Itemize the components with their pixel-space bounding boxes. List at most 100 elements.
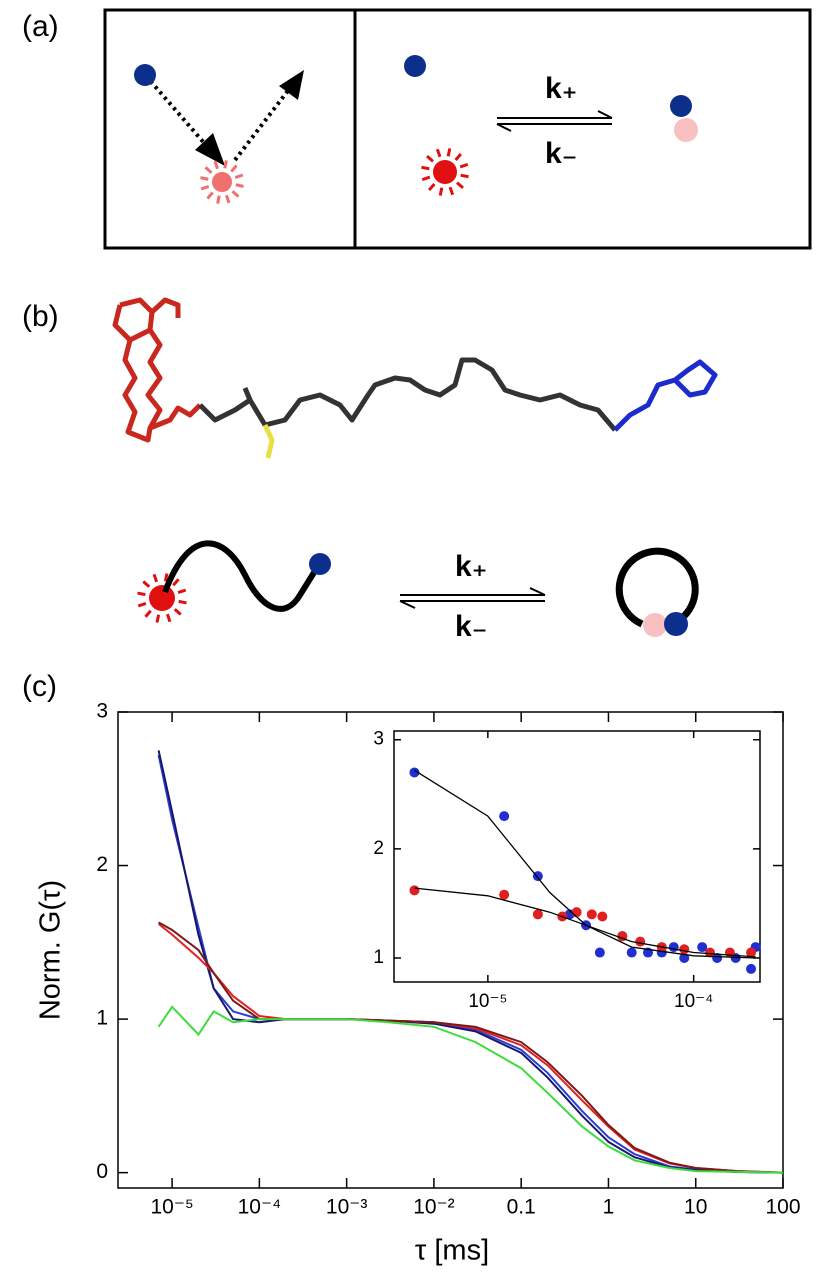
x-tick-label: 10⁻⁴ xyxy=(674,991,713,1012)
y-tick-label: 1 xyxy=(96,1007,108,1030)
plot-frame xyxy=(393,730,761,983)
dye xyxy=(200,160,244,204)
ray xyxy=(435,148,442,158)
quenched-dye xyxy=(643,613,667,637)
data-point xyxy=(724,947,735,958)
equilibrium-arrow xyxy=(399,600,416,609)
dotted-arrow xyxy=(144,74,214,154)
data-point xyxy=(697,942,708,953)
quencher xyxy=(404,55,426,77)
rate-backward: k₋ xyxy=(455,610,488,643)
ray xyxy=(152,573,159,583)
quencher xyxy=(134,64,156,86)
data-point xyxy=(586,909,597,920)
molecule xyxy=(112,297,718,459)
y-axis-label: Norm. G(τ) xyxy=(35,880,67,1020)
equilibrium-arrow xyxy=(496,123,512,132)
ray xyxy=(172,578,180,587)
dye xyxy=(137,573,187,623)
y-tick-label: 1 xyxy=(373,947,384,968)
data-point xyxy=(499,811,510,822)
data-point xyxy=(594,947,605,958)
panel-frame xyxy=(103,8,812,250)
y-tick-label: 3 xyxy=(373,729,384,750)
ray xyxy=(142,580,151,588)
data-point xyxy=(532,909,543,920)
x-tick-label: 10⁻⁵ xyxy=(468,991,507,1012)
ray xyxy=(165,613,172,623)
ray xyxy=(231,190,240,198)
y-tick-label: 2 xyxy=(373,838,384,859)
ray xyxy=(225,194,231,204)
chain xyxy=(162,540,321,612)
ray xyxy=(137,591,146,597)
x-tick-label: 10⁻² xyxy=(413,1196,454,1219)
ray xyxy=(206,191,214,200)
rate-forward: k₊ xyxy=(545,72,578,105)
dye-core xyxy=(149,585,175,611)
x-tick-label: 10⁻³ xyxy=(326,1196,367,1219)
ray xyxy=(216,195,221,204)
y-tick-label: 2 xyxy=(96,853,108,876)
ray xyxy=(460,173,469,179)
dye-core xyxy=(433,160,457,184)
panel-label: (c) xyxy=(22,670,57,703)
ray xyxy=(173,608,182,616)
ray xyxy=(448,186,455,196)
ray xyxy=(213,160,219,170)
ray xyxy=(234,173,244,179)
x-tick-label: 0.1 xyxy=(507,1196,536,1219)
data-point xyxy=(409,767,420,778)
x-axis-label: τ [ms] xyxy=(415,1235,489,1267)
quencher xyxy=(664,612,688,636)
dye xyxy=(421,148,469,196)
panel-label: (a) xyxy=(22,10,59,43)
data-point xyxy=(668,942,679,953)
x-tick-label: 10⁻⁴ xyxy=(238,1196,281,1219)
ray xyxy=(200,185,210,191)
ray xyxy=(459,162,469,169)
dye-structure xyxy=(150,297,181,318)
ray xyxy=(446,148,452,157)
arrow-head xyxy=(195,133,225,166)
backbone xyxy=(242,387,253,401)
quencher-structure xyxy=(613,359,718,432)
data-point xyxy=(597,911,608,922)
rate-forward: k₊ xyxy=(455,550,488,583)
backbone xyxy=(198,357,617,432)
ray xyxy=(155,614,161,623)
equilibrium-arrow xyxy=(529,587,546,596)
ray xyxy=(421,175,431,182)
data-point xyxy=(704,947,715,958)
rate-backward: k₋ xyxy=(545,137,578,170)
ray xyxy=(144,609,152,618)
data-point xyxy=(571,907,582,918)
dotted-arrow xyxy=(233,86,292,162)
data-point xyxy=(746,963,757,974)
y-tick-label: 3 xyxy=(96,700,108,723)
x-tick-label: 100 xyxy=(765,1196,800,1219)
dye-structure xyxy=(119,297,202,431)
x-tick-label: 10 xyxy=(684,1196,707,1219)
x-tick-label: 10⁻⁵ xyxy=(151,1196,194,1219)
ray xyxy=(454,153,463,162)
data-line xyxy=(157,750,784,1174)
ray xyxy=(230,164,238,173)
y-tick-label: 0 xyxy=(96,1160,108,1183)
ray xyxy=(177,588,187,595)
ray xyxy=(200,176,209,181)
loop-chain xyxy=(615,547,699,628)
quenched-dye xyxy=(674,118,698,142)
quencher xyxy=(670,95,692,117)
ray xyxy=(178,599,187,605)
data-point xyxy=(499,889,510,900)
equilibrium-arrow xyxy=(597,110,613,119)
ray xyxy=(163,573,169,582)
dye-structure xyxy=(128,327,152,343)
data-point xyxy=(712,952,723,963)
data-point xyxy=(626,947,637,958)
dye-structure xyxy=(112,304,153,443)
ray xyxy=(421,165,430,171)
